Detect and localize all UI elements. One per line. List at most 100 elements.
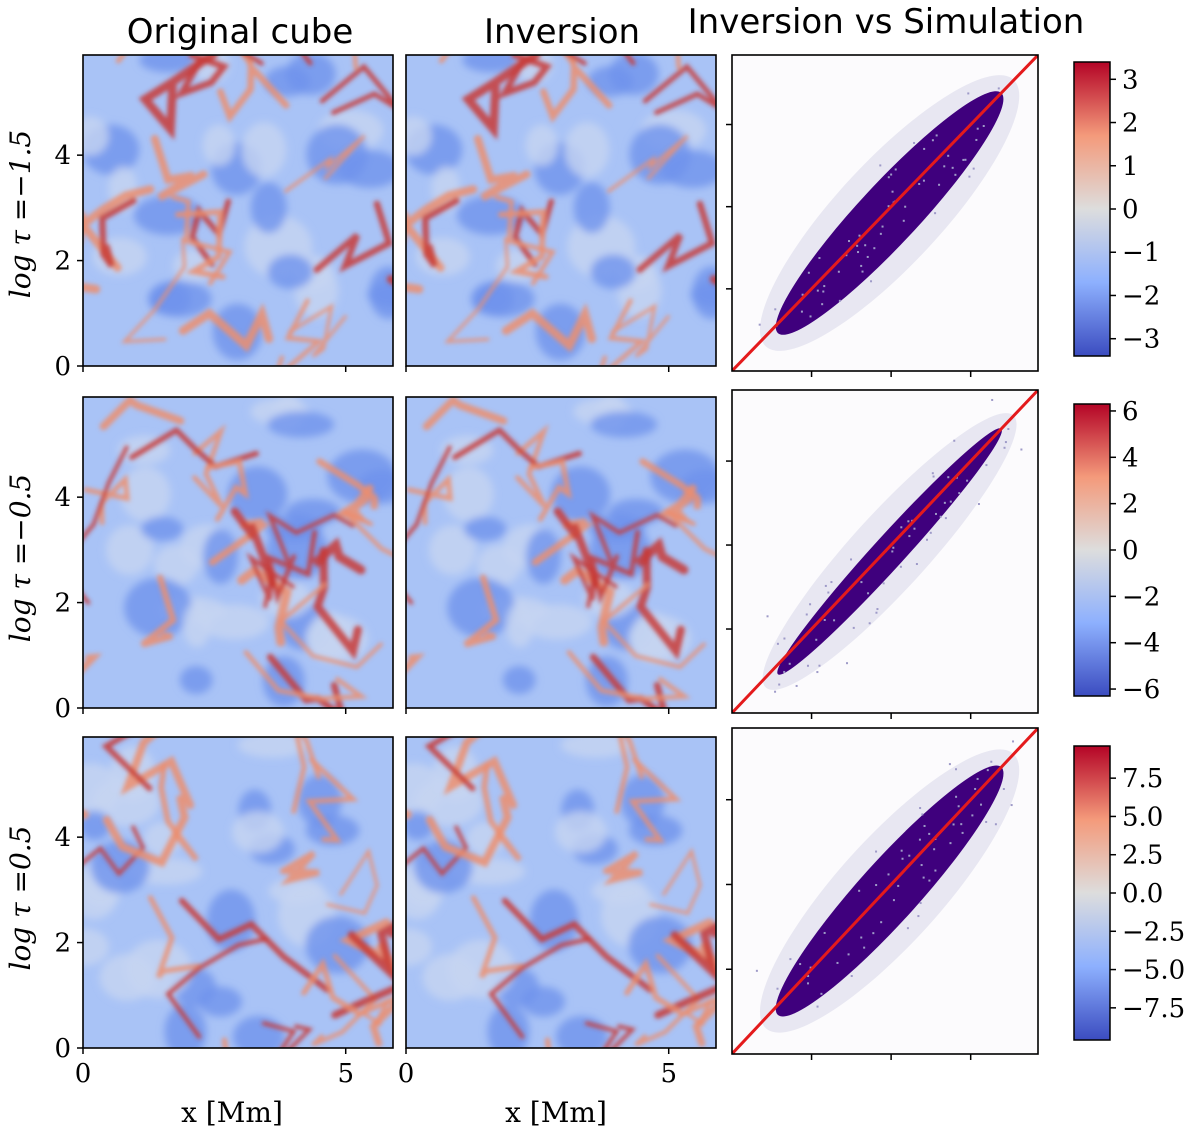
scatter-point	[867, 592, 870, 595]
scatter-point	[1007, 428, 1010, 431]
scatter-point	[816, 671, 819, 674]
scatter-point	[919, 807, 922, 810]
y-tick-label: 2	[54, 929, 71, 959]
granule	[463, 516, 507, 542]
scatter-point	[809, 315, 812, 318]
scatter-point	[902, 219, 905, 222]
scatter-point	[816, 289, 819, 292]
lane-layer	[83, 55, 393, 366]
scatter-point	[857, 251, 860, 254]
scatter-point	[890, 173, 893, 176]
scatter-point	[928, 879, 931, 882]
granule	[660, 150, 716, 189]
intergranular-lane	[588, 510, 678, 563]
row-2-scatter-points	[732, 390, 1038, 713]
scatter-point	[1020, 448, 1023, 451]
intergranular-lane	[501, 897, 654, 993]
intergranular-lane	[473, 134, 531, 202]
scatter-point	[920, 864, 923, 867]
scatter-point	[986, 769, 989, 772]
scatter-point	[891, 190, 894, 193]
intergranular-lane	[406, 445, 452, 605]
scatter-point	[766, 615, 769, 618]
scatter-point	[985, 464, 988, 467]
colorbar-tick-label: 7.5	[1122, 764, 1163, 794]
granule	[232, 1015, 285, 1048]
colorbar-tick-label: 0.0	[1122, 879, 1163, 909]
scatter-point	[824, 584, 827, 587]
x-axis-label-inversion: x [Mm]	[505, 1096, 607, 1129]
scatter-point	[847, 953, 850, 956]
colorbar-tick-label: −1	[1122, 238, 1160, 268]
scatter-point	[972, 167, 975, 170]
intergranular-lane	[83, 185, 155, 272]
intergranular-lane	[424, 737, 476, 792]
scatter-point	[870, 280, 873, 283]
intergranular-lane	[602, 850, 643, 886]
scatter-point	[894, 168, 897, 171]
scatter-point	[955, 795, 958, 798]
scatter-point	[868, 622, 871, 625]
intergranular-lane	[174, 55, 230, 100]
scatter-point	[943, 501, 946, 504]
intergranular-lane	[192, 423, 226, 508]
scatter-point	[976, 127, 979, 130]
granule	[608, 498, 664, 526]
colorbar-tick-label: −3	[1122, 325, 1160, 355]
colorbar-tick-label: 0	[1122, 195, 1139, 225]
scatter-point	[807, 975, 810, 978]
scatter-point	[991, 398, 994, 401]
scatter-point	[823, 931, 826, 934]
scatter-point	[774, 690, 777, 693]
granule	[148, 281, 192, 316]
row-3-scatter-points	[732, 728, 1038, 1054]
scatter-point	[971, 814, 974, 817]
intergranular-lane	[601, 582, 706, 670]
scatter-point	[823, 619, 826, 622]
colorbar-gradient	[1073, 61, 1111, 357]
intergranular-lane	[540, 58, 613, 124]
intergranular-lane	[422, 397, 508, 431]
scatter-point	[891, 550, 894, 553]
colorbar-tick-label: 2	[1122, 109, 1139, 139]
scatter-point	[783, 670, 786, 673]
granule	[502, 665, 536, 695]
colorbar-tick-label: 3	[1122, 65, 1139, 95]
intergranular-lane	[553, 507, 600, 588]
colorbar-tick-label: −2.5	[1122, 917, 1185, 947]
intergranular-lane	[494, 194, 557, 286]
scatter-point	[897, 884, 900, 887]
scatter-point	[833, 619, 836, 622]
intergranular-lane	[406, 653, 426, 673]
granule	[140, 516, 184, 542]
lane-layer	[406, 397, 716, 708]
scatter-point	[955, 768, 958, 771]
granule	[587, 66, 634, 97]
intergranular-lane	[311, 953, 379, 1047]
x-tick-label: 5	[660, 1059, 677, 1089]
intergranular-lane	[279, 850, 320, 886]
row-3-scatter-panel	[726, 727, 1039, 1060]
intergranular-lane	[165, 936, 269, 1039]
scatter-point	[836, 961, 839, 964]
scatter-point	[921, 813, 924, 816]
x-axis-label-original: x [Mm]	[181, 1096, 283, 1129]
scatter-point	[935, 134, 938, 137]
scatter-point	[800, 310, 803, 313]
scatter-point	[960, 823, 963, 826]
intergranular-lane	[463, 574, 500, 648]
scatter-point	[958, 492, 961, 495]
scatter-point	[947, 154, 950, 157]
scatter-point	[947, 476, 950, 479]
granule	[590, 411, 658, 438]
scatter-point	[917, 915, 920, 918]
scatter-point	[951, 166, 954, 169]
granule	[564, 122, 610, 178]
row-2-original-map: 0 2 4	[54, 396, 394, 724]
intergranular-lane	[265, 510, 355, 563]
intergranular-lane	[584, 1021, 637, 1048]
intergranular-lane	[527, 458, 573, 522]
colorbar-tick-label: 2.5	[1122, 841, 1163, 871]
